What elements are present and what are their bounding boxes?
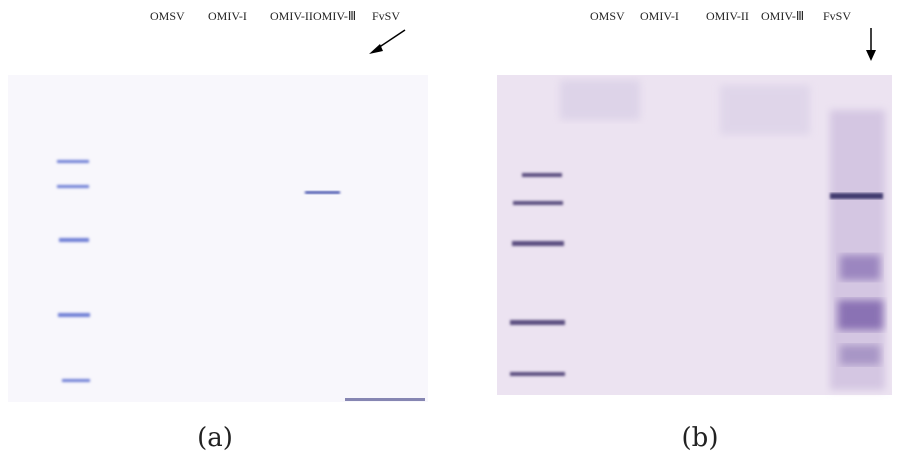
lane-label: OMIV-Ⅲ [761, 9, 804, 23]
panel-caption: (a) [197, 423, 233, 453]
panel-caption: (b) [682, 423, 719, 453]
figure: OMSVOMIV-IOMIV-IIOMIV-ⅢFvSV(a)OMSVOMIV-I… [0, 0, 906, 456]
lane-label: FvSV [823, 9, 851, 23]
lane-label: FvSV [372, 9, 400, 23]
blot-b [497, 75, 892, 395]
arrow-head [866, 50, 876, 61]
blot-a [8, 75, 428, 402]
lane-label: OMIV-Ⅲ [313, 9, 356, 23]
lane-label: OMIV-I [640, 9, 679, 23]
lane-label: OMIV-II [270, 9, 313, 23]
lane-label: OMSV [150, 9, 185, 23]
lane-label: OMSV [590, 9, 625, 23]
lane-label: OMIV-I [208, 9, 247, 23]
lane-label: OMIV-II [706, 9, 749, 23]
